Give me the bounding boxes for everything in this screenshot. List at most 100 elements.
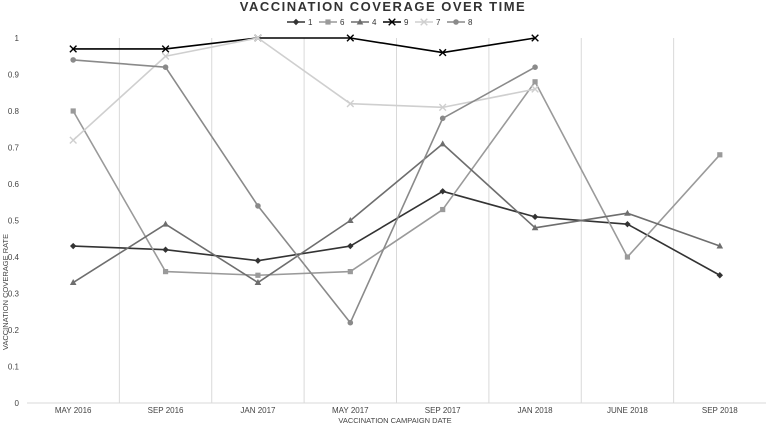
marker-stroke — [531, 85, 539, 93]
legend-marker — [356, 18, 364, 25]
series-8 — [70, 57, 538, 326]
data-point — [346, 34, 355, 42]
data-point — [347, 242, 354, 250]
y-tick-label: 0.8 — [8, 107, 20, 116]
data-point — [532, 64, 538, 70]
series-line — [73, 59, 536, 324]
y-tick-label: 0.7 — [8, 144, 20, 153]
data-point — [717, 152, 723, 158]
x-tick-label: SEP 2016 — [148, 406, 184, 415]
legend-marker — [325, 19, 331, 25]
data-point — [346, 99, 355, 108]
x-tick-label: JAN 2018 — [517, 406, 553, 415]
data-point — [69, 242, 77, 250]
data-point — [161, 52, 170, 61]
series-line — [72, 143, 721, 284]
x-tick-label: SEP 2017 — [425, 406, 461, 415]
marker-stroke — [69, 45, 77, 53]
data-point — [70, 57, 76, 63]
data-point — [69, 136, 77, 144]
marker-stroke — [69, 136, 77, 144]
data-point — [255, 203, 261, 209]
legend-label: 8 — [468, 18, 473, 27]
legend-marker — [420, 18, 428, 26]
data-point — [624, 220, 631, 228]
data-point — [254, 257, 262, 264]
data-point — [438, 48, 447, 57]
marker-stroke — [161, 45, 170, 53]
y-tick-label: 0.4 — [8, 253, 20, 262]
marker-stroke — [346, 99, 355, 108]
marker-stroke — [531, 34, 539, 42]
data-point — [439, 188, 446, 195]
marker-stroke — [254, 34, 262, 42]
legend-item: 9 — [383, 18, 409, 27]
data-point — [255, 272, 261, 278]
y-tick-label: 0.5 — [8, 217, 20, 226]
data-point — [531, 224, 539, 231]
marker-stroke — [438, 48, 447, 57]
y-tick-label: 0 — [15, 399, 20, 408]
marker-stroke — [388, 18, 396, 26]
legend-label: 1 — [308, 18, 313, 27]
chart-title: VACCINATION COVERAGE OVER TIME — [240, 0, 526, 14]
x-tick-label: JAN 2017 — [240, 406, 276, 415]
series-7 — [69, 34, 539, 144]
x-tick-label: JUNE 2018 — [607, 406, 648, 415]
x-tick-label: MAY 2016 — [55, 406, 92, 415]
y-tick-label: 0.1 — [8, 363, 20, 372]
x-axis: MAY 2016 SEP 2016 JAN 2017 MAY 2017 SEP 2017… — [27, 402, 766, 415]
legend-marker — [453, 19, 459, 25]
marker-stroke — [161, 52, 170, 61]
data-point — [531, 213, 539, 221]
legend-item: 6 — [319, 18, 345, 27]
data-point — [716, 272, 724, 279]
legend-item: 4 — [351, 18, 377, 27]
legend-item: 1 — [287, 18, 313, 27]
y-axis: 0 0.1 0.2 0.3 0.4 0.5 0.6 0.7 0.8 0.9 1 — [8, 34, 20, 408]
y-tick-label: 1 — [15, 34, 20, 43]
data-point — [254, 34, 262, 42]
data-point — [531, 85, 539, 93]
data-point — [162, 269, 169, 275]
legend-label: 4 — [372, 18, 377, 27]
data-point — [70, 108, 76, 114]
data-point — [624, 209, 631, 216]
y-axis-label: VACCINATION COVERAGE RATE — [1, 234, 10, 350]
marker-stroke — [420, 18, 428, 26]
data-point — [532, 79, 538, 85]
series-line — [72, 37, 536, 141]
series-line — [73, 37, 536, 54]
data-point — [439, 140, 446, 147]
legend-marker — [388, 18, 396, 26]
marker-stroke — [438, 103, 447, 112]
y-tick-label: 0.6 — [8, 180, 20, 189]
data-point — [438, 103, 447, 112]
data-point — [440, 206, 446, 213]
y-tick-label: 0.2 — [8, 326, 20, 335]
x-axis-label: VACCINATION CAMPAIGN DATE — [338, 416, 451, 425]
data-point — [69, 279, 77, 286]
series-4 — [69, 140, 724, 286]
marker-stroke — [346, 34, 355, 42]
data-point — [439, 115, 446, 122]
data-point — [347, 269, 353, 275]
series-layer — [69, 34, 724, 326]
data-point — [716, 242, 724, 249]
data-point — [531, 34, 539, 42]
series-line — [72, 81, 721, 277]
legend-item: 7 — [415, 18, 441, 27]
data-point — [162, 246, 169, 253]
legend-label: 9 — [404, 18, 409, 27]
data-point — [347, 217, 354, 223]
x-tick-label: SEP 2018 — [702, 406, 738, 415]
data-point — [69, 45, 77, 53]
x-tick-label: MAY 2017 — [332, 406, 369, 415]
legend-item: 8 — [447, 18, 473, 27]
data-point — [162, 220, 169, 227]
y-tick-label: 0.9 — [8, 71, 20, 80]
legend-marker — [292, 18, 300, 26]
data-point — [624, 254, 631, 260]
legend: 1 6 4 9 7 8 — [287, 18, 473, 27]
